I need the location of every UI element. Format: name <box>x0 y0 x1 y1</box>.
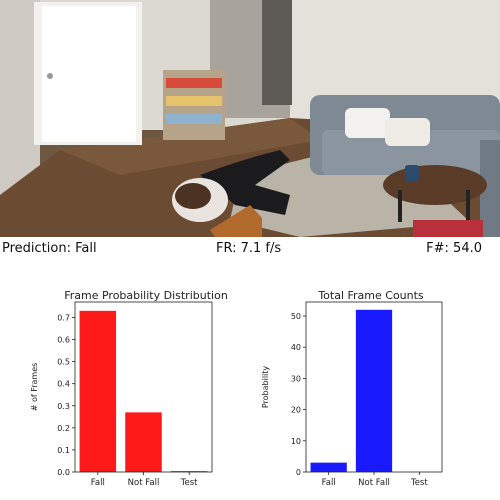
x-tick-label: Test <box>180 478 198 488</box>
y-tick-label: 20 <box>291 406 301 415</box>
y-tick-label: 10 <box>291 437 301 446</box>
y-tick-label: 40 <box>291 343 301 352</box>
frame-number-label: F#: 54.0 <box>426 241 482 256</box>
plot-frame <box>305 301 443 473</box>
bar-test <box>170 471 208 472</box>
y-axis-label: Probability <box>261 366 270 409</box>
x-tick-label: Test <box>410 478 428 488</box>
y-tick-label: 0.2 <box>57 424 70 433</box>
bar-not-fall <box>125 412 162 472</box>
chart-title: Frame Probability Distribution <box>64 289 228 302</box>
y-tick-label: 30 <box>291 374 301 383</box>
frame-probability-chart: Frame Probability Distribution # of Frame… <box>30 289 228 488</box>
y-tick-label: 0.0 <box>57 468 70 477</box>
y-tick-label: 0.3 <box>57 402 70 411</box>
x-tick-label: Fall <box>322 478 336 488</box>
chart-title: Total Frame Counts <box>317 289 424 302</box>
y-tick-label: 0.4 <box>57 380 70 389</box>
frame-rate-label: FR: 7.1 f/s <box>216 241 282 256</box>
y-tick-label: 0.1 <box>57 446 70 455</box>
x-tick-label: Fall <box>91 478 105 488</box>
y-tick-label: 0.7 <box>57 313 70 322</box>
y-tick-label: 0.5 <box>57 358 70 367</box>
y-tick-label: 0 <box>296 468 301 477</box>
bar-fall <box>310 462 347 472</box>
video-frame <box>0 0 500 237</box>
total-frame-counts-chart: Total Frame Counts Probability Fall Not Fal… <box>261 289 443 488</box>
room-scene <box>0 0 500 237</box>
y-tick-label: 0.6 <box>57 336 70 345</box>
bar-not-fall <box>355 309 393 472</box>
bar-fall <box>79 310 117 472</box>
status-bar: Prediction: Fall FR: 7.1 f/s F#: 54.0 <box>0 237 500 261</box>
y-axis-label: # of Frames <box>30 363 39 412</box>
prediction-label: Prediction: Fall <box>2 241 97 256</box>
plot-frame <box>74 301 213 473</box>
x-tick-label: Not Fall <box>358 478 390 488</box>
y-tick-label: 50 <box>291 312 301 321</box>
x-tick-label: Not Fall <box>128 478 160 488</box>
